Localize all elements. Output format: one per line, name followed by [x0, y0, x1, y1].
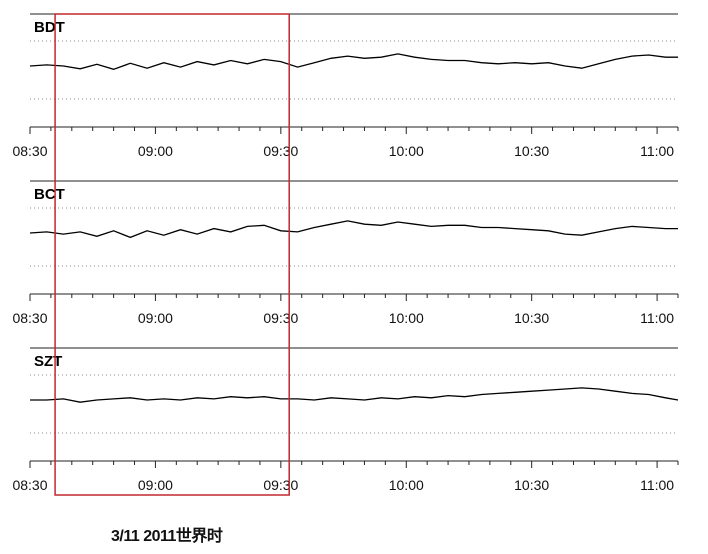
- x-tick-label: 10:30: [514, 310, 549, 326]
- panel-label-bct: BCT: [34, 186, 65, 203]
- x-tick-label: 09:00: [138, 477, 173, 493]
- x-tick-label: 09:30: [263, 143, 298, 159]
- x-tick-label: 10:00: [389, 143, 424, 159]
- x-tick-label: 10:30: [514, 143, 549, 159]
- highlight-window-rect: [54, 13, 290, 496]
- x-tick-label: 08:30: [12, 477, 47, 493]
- x-tick-label: 09:30: [263, 310, 298, 326]
- x-tick-label: 11:00: [640, 143, 674, 159]
- x-tick-label: 10:30: [514, 477, 549, 493]
- trace-bdt: [29, 53, 678, 70]
- date-caption: 3/11 2011世界时: [111, 528, 223, 545]
- panel-label-szt: SZT: [34, 353, 62, 370]
- trace-szt: [30, 387, 679, 403]
- panel-label-bdt: BDT: [34, 19, 65, 36]
- x-tick-label: 11:00: [640, 477, 674, 493]
- trace-bct: [29, 220, 678, 239]
- x-tick-label: 10:00: [389, 477, 424, 493]
- x-tick-label: 11:00: [640, 310, 674, 326]
- x-tick-label: 09:30: [263, 477, 298, 493]
- x-tick-label: 09:00: [138, 310, 173, 326]
- x-tick-label: 09:00: [138, 143, 173, 159]
- x-tick-label: 10:00: [389, 310, 424, 326]
- x-tick-label: 08:30: [12, 143, 47, 159]
- x-tick-label: 08:30: [12, 310, 47, 326]
